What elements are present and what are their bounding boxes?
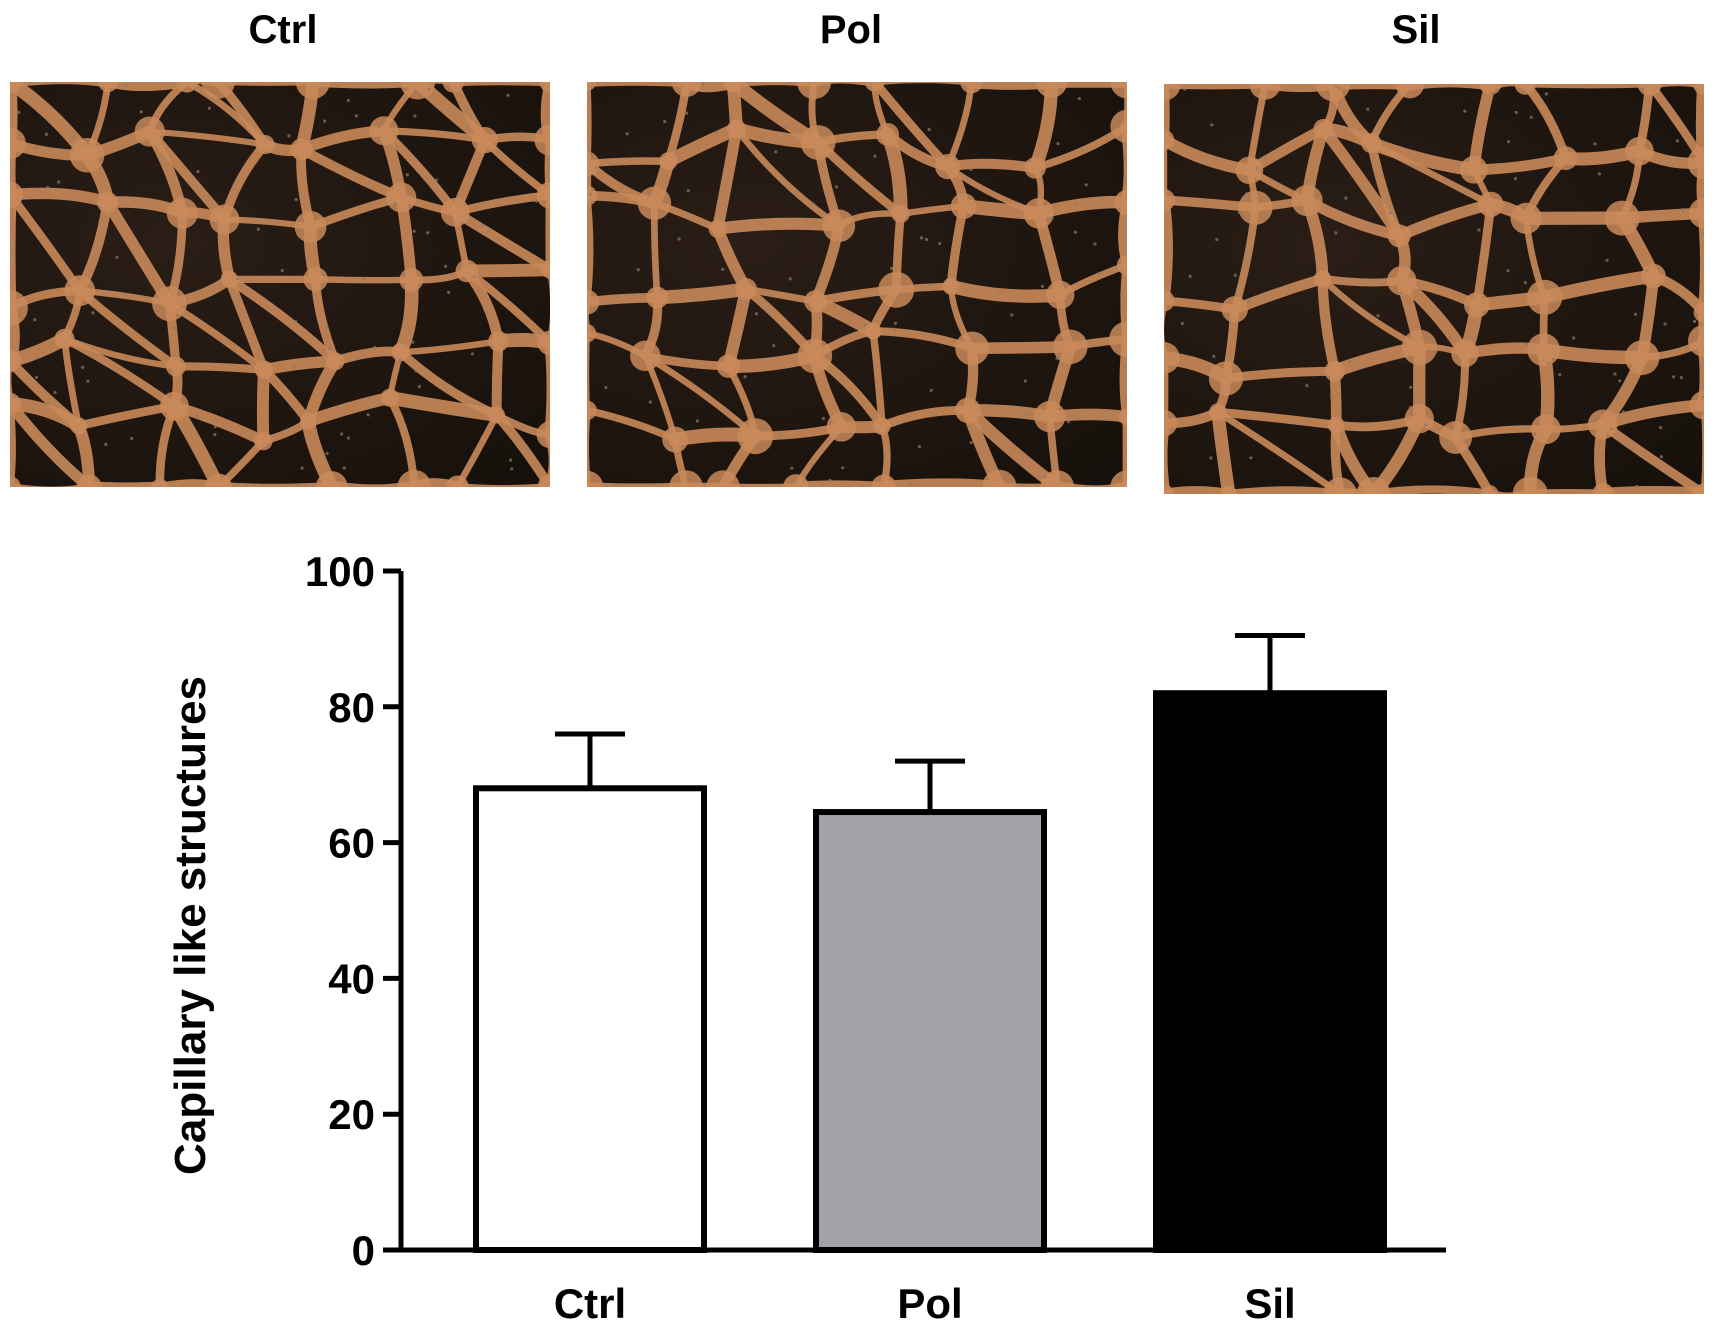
- y-tick-label-60: 60: [328, 820, 375, 867]
- capillary-strands: [1164, 84, 1704, 494]
- micrograph-image-sil: [1164, 84, 1704, 494]
- bar-ctrl: [473, 785, 707, 1253]
- y-tick-label-0: 0: [352, 1227, 375, 1274]
- capillary-strands: [10, 82, 550, 487]
- bar-sil: [1153, 690, 1387, 1254]
- micrograph-image-ctrl: [10, 82, 550, 487]
- bar-pol: [813, 809, 1047, 1253]
- x-tick-label-ctrl: Ctrl: [554, 1280, 626, 1327]
- micrograph-title-sil: Sil: [1391, 8, 1441, 52]
- micrograph-image-pol: [587, 82, 1127, 487]
- micrograph-title-pol: Pol: [819, 8, 883, 52]
- capillary-network-ctrl: [10, 82, 550, 487]
- y-tick-label-20: 20: [328, 1091, 375, 1138]
- y-tick-label-100: 100: [305, 548, 375, 595]
- micrograph-title-ctrl: Ctrl: [248, 8, 318, 52]
- capillary-network-sil: [1164, 84, 1704, 494]
- x-tick-label-pol: Pol: [897, 1280, 962, 1327]
- y-tick-label-40: 40: [328, 955, 375, 1002]
- y-tick-label-80: 80: [328, 684, 375, 731]
- capillary-strands: [587, 82, 1127, 487]
- capillary-network-pol: [587, 82, 1127, 487]
- x-tick-label-sil: Sil: [1244, 1280, 1295, 1327]
- bar-chart: Ctrl Pol Sil 0 20 40 60 80 100 Capillary like str…: [166, 548, 1446, 1327]
- y-axis-label: Capillary like structures: [166, 676, 215, 1175]
